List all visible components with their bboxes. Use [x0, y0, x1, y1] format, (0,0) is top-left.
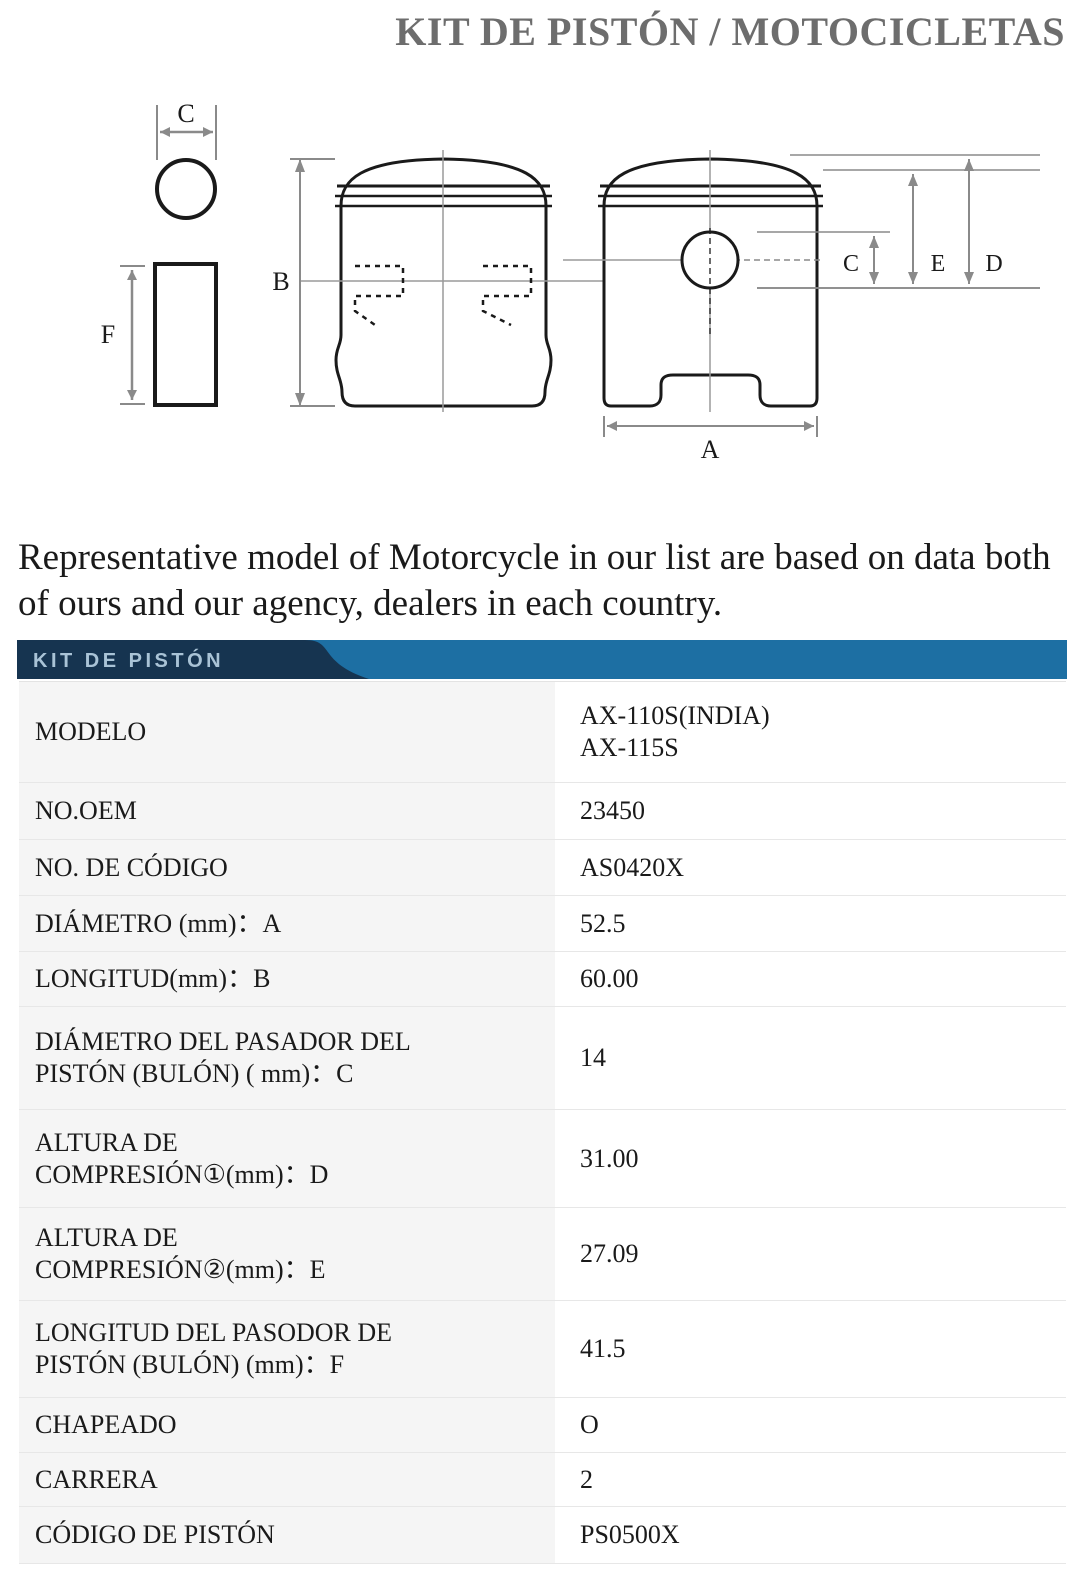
svg-text:E: E	[931, 251, 946, 277]
svg-text:A: A	[701, 435, 720, 464]
svg-text:D: D	[985, 251, 1002, 277]
svg-text:C: C	[843, 251, 859, 277]
svg-text:F: F	[101, 320, 115, 349]
svg-text:B: B	[272, 267, 289, 296]
svg-text:C: C	[177, 99, 194, 128]
